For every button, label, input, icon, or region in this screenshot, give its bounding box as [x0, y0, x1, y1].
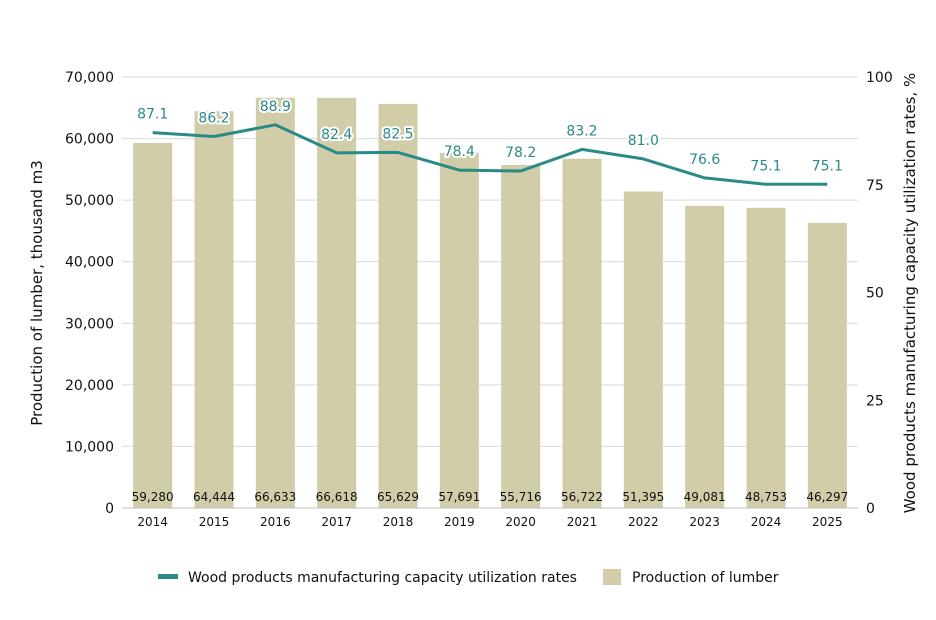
y-left-tick-label: 50,000: [65, 193, 114, 209]
bar: [317, 97, 357, 508]
line-value-label: 78.4: [444, 144, 475, 160]
bar-value-label: 57,691: [438, 490, 480, 504]
y-left-tick-label: 20,000: [65, 378, 114, 394]
x-tick-label: 2014: [137, 515, 168, 529]
legend-bar-label: Production of lumber: [632, 570, 779, 586]
x-tick-label: 2025: [812, 515, 843, 529]
bar: [255, 97, 295, 508]
bar-value-label: 66,633: [254, 490, 296, 504]
y-left-tick-label: 0: [105, 501, 114, 517]
y-left-tick-label: 70,000: [65, 70, 114, 86]
x-tick-label: 2015: [199, 515, 230, 529]
y-left-tick-label: 10,000: [65, 439, 114, 455]
x-tick-label: 2018: [383, 515, 414, 529]
y-right-tick-label: 75: [866, 178, 884, 194]
bar: [194, 111, 234, 509]
bar: [133, 143, 173, 508]
bar-value-label: 55,716: [500, 490, 542, 504]
bar: [685, 205, 725, 508]
bar-value-label: 48,753: [745, 490, 787, 504]
x-tick-label: 2019: [444, 515, 475, 529]
y-right-tick-label: 100: [866, 70, 893, 86]
y-right-tick-label: 25: [866, 393, 884, 409]
x-tick-label: 2016: [260, 515, 291, 529]
line-value-label: 82.4: [321, 127, 352, 143]
line-value-label: 78.2: [505, 145, 536, 161]
bar: [562, 158, 602, 508]
y-right-tick-label: 0: [866, 501, 875, 517]
y-axis-left-title: Production of lumber, thousand m3: [28, 160, 46, 426]
bar: [439, 152, 479, 508]
bar-value-label: 64,444: [193, 490, 235, 504]
utilization-line: [152, 123, 828, 186]
y-left-tick-label: 60,000: [65, 132, 114, 148]
bar-value-label: 46,297: [806, 490, 848, 504]
bar-value-label: 51,395: [622, 490, 664, 504]
x-tick-label: 2017: [321, 515, 352, 529]
bar: [746, 207, 786, 509]
line-value-label: 76.6: [689, 152, 720, 168]
line-series: [152, 123, 828, 186]
line-value-label: 75.1: [750, 158, 781, 174]
y-right-tick-label: 50: [866, 286, 884, 302]
bar: [378, 103, 418, 508]
legend: Wood products manufacturing capacity uti…: [158, 569, 779, 586]
data-labels: 59,280 64,444 66,633 66,618 65,629 57,691 55,7…: [132, 97, 849, 504]
line-value-label: 82.5: [382, 126, 413, 142]
x-tick-label: 2022: [628, 515, 659, 529]
line-value-label: 81.0: [628, 133, 659, 149]
line-value-label: 86.2: [198, 110, 229, 126]
y-left-tick-label: 40,000: [65, 255, 114, 271]
bar: [623, 191, 663, 508]
axes: 0 10,000 20,000 30,000 40,000 50,000 60,000 70,…: [65, 70, 893, 529]
bar-value-label: 66,618: [316, 490, 358, 504]
line-value-label: 87.1: [137, 107, 168, 123]
y-left-tick-label: 30,000: [65, 316, 114, 332]
bar-value-label: 65,629: [377, 490, 419, 504]
line-value-label: 75.1: [812, 158, 843, 174]
bar-value-label: 49,081: [684, 490, 726, 504]
legend-line-label: Wood products manufacturing capacity uti…: [188, 570, 577, 586]
legend-bar-swatch: [603, 569, 621, 585]
line-value-label: 88.9: [260, 99, 291, 115]
bar-value-label: 56,722: [561, 490, 603, 504]
bar: [807, 222, 847, 509]
gridlines: [122, 76, 858, 447]
bars: [133, 97, 847, 509]
x-tick-label: 2020: [505, 515, 536, 529]
y-axis-right-title: Wood products manufacturing capacity uti…: [901, 73, 919, 514]
line-value-label: 83.2: [566, 123, 597, 139]
x-tick-label: 2021: [567, 515, 598, 529]
legend-line-swatch: [158, 574, 178, 579]
bar: [501, 164, 541, 509]
x-tick-label: 2024: [751, 515, 782, 529]
bar-value-label: 59,280: [132, 490, 174, 504]
x-tick-label: 2023: [689, 515, 720, 529]
